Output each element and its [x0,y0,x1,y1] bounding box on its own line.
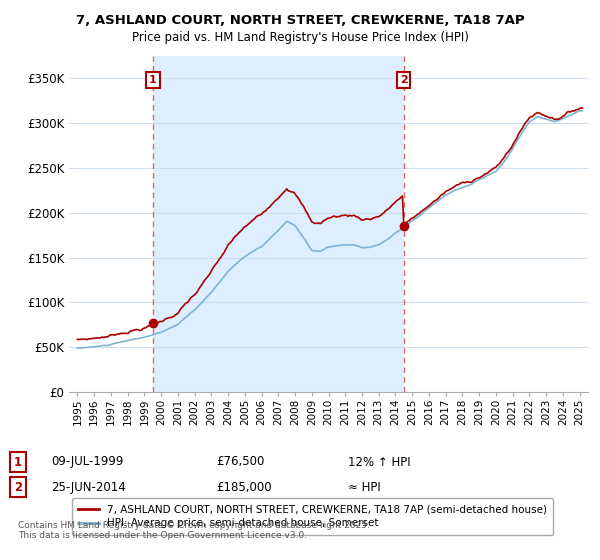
Text: ≈ HPI: ≈ HPI [348,480,381,494]
Text: 09-JUL-1999: 09-JUL-1999 [51,455,124,469]
Text: 12% ↑ HPI: 12% ↑ HPI [348,455,410,469]
Text: £185,000: £185,000 [216,480,272,494]
Text: 2: 2 [400,75,407,85]
Text: 1: 1 [149,75,157,85]
Text: Price paid vs. HM Land Registry's House Price Index (HPI): Price paid vs. HM Land Registry's House … [131,31,469,44]
Text: Contains HM Land Registry data © Crown copyright and database right 2025.
This d: Contains HM Land Registry data © Crown c… [18,521,370,540]
Text: £76,500: £76,500 [216,455,265,469]
Text: 25-JUN-2014: 25-JUN-2014 [51,480,126,494]
Text: 1: 1 [14,455,22,469]
Legend: 7, ASHLAND COURT, NORTH STREET, CREWKERNE, TA18 7AP (semi-detached house), HPI: : 7, ASHLAND COURT, NORTH STREET, CREWKERN… [71,498,553,535]
Text: 7, ASHLAND COURT, NORTH STREET, CREWKERNE, TA18 7AP: 7, ASHLAND COURT, NORTH STREET, CREWKERN… [76,14,524,27]
Bar [153,56,404,392]
Text: 2: 2 [14,480,22,494]
